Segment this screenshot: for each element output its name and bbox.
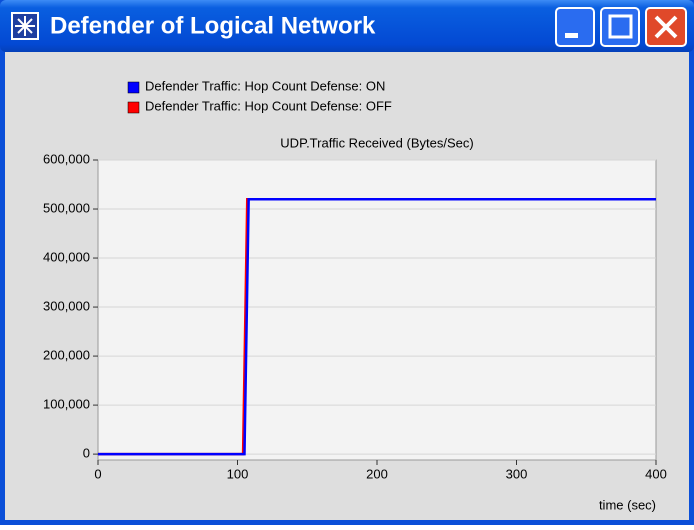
y-tick-label: 200,000 <box>43 348 90 363</box>
legend-swatch <box>127 81 140 94</box>
y-tick-label: 100,000 <box>43 397 90 412</box>
y-tick-label: 500,000 <box>43 200 90 215</box>
plot-area <box>97 159 657 461</box>
x-tick-label: 400 <box>645 466 667 481</box>
legend-label: Defender Traffic: Hop Count Defense: OFF <box>145 98 392 113</box>
y-tick-label: 400,000 <box>43 249 90 264</box>
x-axis-label: time (sec) <box>599 497 656 512</box>
y-tick-label: 0 <box>83 446 90 461</box>
legend-swatch <box>127 101 140 114</box>
window-title: Defender of Logical Network <box>50 12 376 39</box>
window-icon <box>11 12 39 40</box>
series-line <box>98 197 656 456</box>
y-tick-label: 600,000 <box>43 151 90 166</box>
maximize-button[interactable] <box>600 7 640 47</box>
x-tick-label: 200 <box>366 466 388 481</box>
x-tick-label: 0 <box>94 466 101 481</box>
title-bar <box>0 0 694 52</box>
x-tick-label: 300 <box>506 466 528 481</box>
chart-title: UDP.Traffic Received (Bytes/Sec) <box>280 135 473 150</box>
legend-label: Defender Traffic: Hop Count Defense: ON <box>145 78 385 93</box>
x-tick-label: 100 <box>227 466 249 481</box>
minimize-button[interactable] <box>555 7 595 47</box>
y-tick-label: 300,000 <box>43 298 90 313</box>
close-button[interactable] <box>645 7 687 47</box>
